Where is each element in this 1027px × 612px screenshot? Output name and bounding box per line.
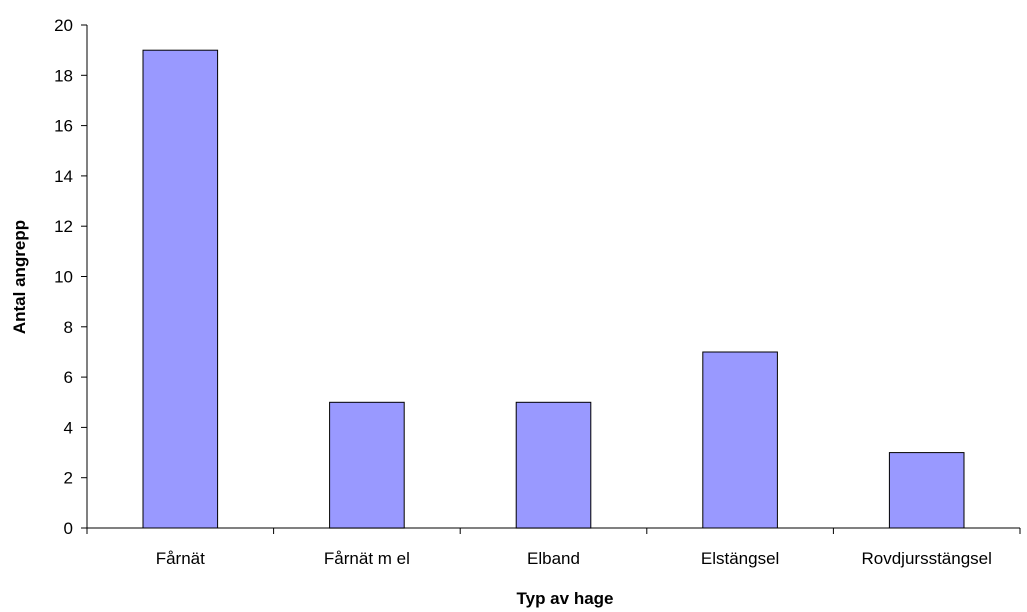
y-tick-label: 6: [64, 368, 73, 387]
bar: [515, 401, 592, 529]
x-tick-label: Fårnät: [156, 549, 205, 568]
x-tick-label: Rovdjursstängsel: [861, 549, 991, 568]
y-tick-label: 0: [64, 519, 73, 538]
bar: [142, 49, 219, 529]
y-tick-label: 18: [54, 66, 73, 85]
y-tick-label: 10: [54, 268, 73, 287]
y-tick-label: 16: [54, 117, 73, 136]
y-tick-label: 8: [64, 318, 73, 337]
y-tick-label: 2: [64, 469, 73, 488]
bar: [702, 351, 778, 529]
x-axis-title: Typ av hage: [517, 589, 614, 608]
ticks-layer: 0 2 4 6 8 10 12 14 16 18 20 Fårnät Fårnät m el Elband…: [54, 16, 1021, 568]
x-tick-label: Elband: [527, 549, 580, 568]
x-tick-label: Fårnät m el: [324, 549, 410, 568]
x-tick-label: Elstängsel: [701, 549, 779, 568]
y-axis-title: Antal angrepp: [10, 220, 29, 334]
y-tick-label: 14: [54, 167, 73, 186]
y-tick-label: 4: [64, 418, 73, 437]
y-tick-label: 12: [54, 217, 73, 236]
bars-layer: [142, 49, 965, 529]
bar: [888, 452, 965, 529]
bar: [329, 401, 405, 529]
y-tick-label: 20: [54, 16, 73, 35]
